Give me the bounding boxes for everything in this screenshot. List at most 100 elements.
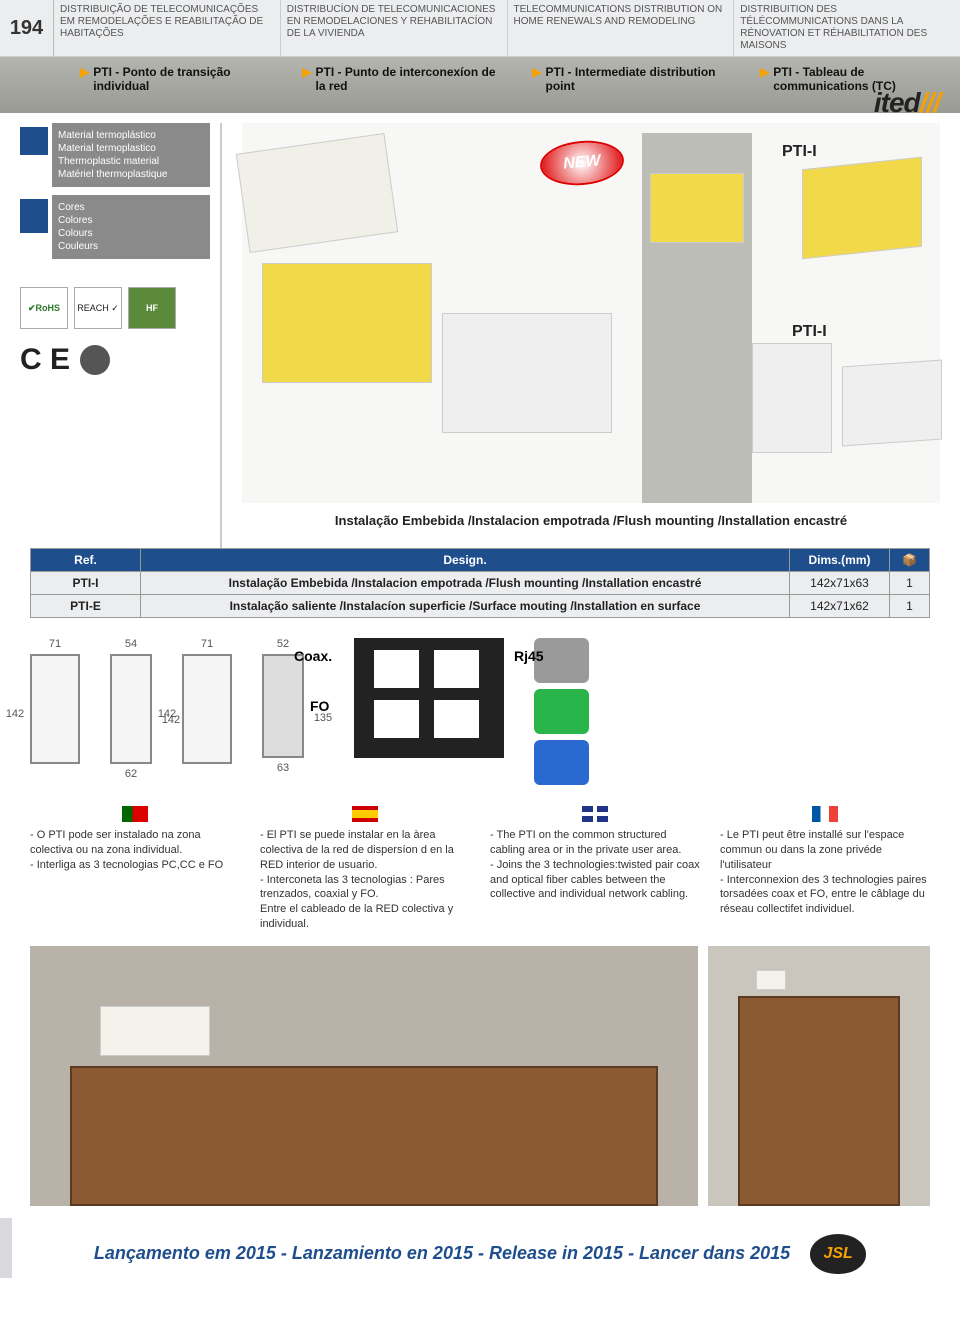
cell-qty: 1	[890, 595, 930, 618]
door	[70, 1066, 658, 1206]
material-box: Material termoplástico Material termopla…	[52, 123, 210, 187]
lang-es: - El PTI se puede instalar en la àrea co…	[260, 806, 470, 932]
lang-pt-text: - O PTI pode ser instalado na zona colec…	[30, 828, 240, 873]
arrow-icon: ▶	[532, 65, 541, 93]
sub-pt-text: PTI - Ponto de transição individual	[93, 65, 272, 93]
title-fr: DISTRIBUITION DES TÉLÉCOMMUNICATIONS DAN…	[734, 0, 960, 56]
col-line: Colores	[58, 214, 204, 227]
install-photo-2	[708, 946, 931, 1206]
bracket-slot	[434, 700, 479, 738]
cell-ref: PTI-I	[31, 572, 141, 595]
flag-fr-icon	[812, 806, 838, 822]
mat-line: Material termoplastico	[58, 142, 204, 155]
diagram-c: 71 142	[182, 638, 232, 780]
rohs-icon: ✔RoHS	[20, 287, 68, 329]
cell-ref: PTI-E	[31, 595, 141, 618]
dim-w: 52	[277, 638, 289, 650]
door	[738, 996, 901, 1206]
arrow-icon: ▶	[302, 65, 311, 93]
table-row: PTI-I Instalação Embebida /Instalacion e…	[31, 572, 930, 595]
mat-line: Thermoplastic material	[58, 155, 204, 168]
pti-i-img-2	[752, 343, 832, 453]
product-box-yellow	[262, 263, 432, 383]
product-area: NEW PTI-I PTI-I	[242, 123, 940, 503]
brand-bars-icon: ///	[920, 87, 940, 118]
title-pt: DISTRIBUIÇÃO DE TELECOMUNICAÇÕES EM REMO…	[54, 0, 281, 56]
recycle-icon	[80, 345, 110, 375]
product-box-white	[442, 313, 612, 433]
diagram-a: 71 142	[30, 638, 80, 780]
cert-row: ✔RoHS REACH ✓ HF	[20, 287, 210, 329]
sub-bar: ▶PTI - Ponto de transição individual ▶PT…	[0, 57, 960, 113]
bracket-slot	[434, 650, 479, 688]
diagram-b: 54 62 142	[110, 638, 152, 796]
th-dims: Dims.(mm)	[790, 549, 890, 572]
wall-plate-small	[756, 970, 786, 990]
pti-i-label-2: PTI-I	[792, 323, 827, 341]
top-bar: 194 DISTRIBUIÇÃO DE TELECOMUNICAÇÕES EM …	[0, 0, 960, 57]
mat-line: Material termoplástico	[58, 129, 204, 142]
col-line: Cores	[58, 201, 204, 214]
title-en: TELECOMMUNICATIONS DISTRIBUTION ON HOME …	[508, 0, 735, 56]
connector-fo	[534, 689, 589, 734]
lang-es-text: - El PTI se puede instalar en la àrea co…	[260, 828, 470, 932]
arrow-icon: ▶	[760, 65, 769, 93]
colors-box: Cores Colores Colours Couleurs	[52, 195, 210, 259]
new-badge: NEW	[540, 140, 623, 187]
color-swatch	[20, 199, 48, 233]
pti-i-img-1	[802, 157, 922, 260]
dim-w: 71	[201, 638, 213, 650]
photos-row	[0, 932, 960, 1220]
dim-w: 54	[125, 638, 137, 650]
mid-section: Material termoplástico Material termopla…	[0, 113, 960, 548]
sub-es-text: PTI - Punto de interconexíon de la red	[316, 65, 503, 93]
hf-icon: HF	[128, 287, 176, 329]
ce-row: C E	[20, 343, 210, 377]
dim-h: 142	[158, 708, 176, 720]
footer-text: Lançamento em 2015 - Lanzamiento en 2015…	[94, 1243, 790, 1264]
ce-mark: C E	[20, 343, 70, 377]
arrow-icon: ▶	[80, 65, 89, 93]
mat-line: Matériel thermoplastique	[58, 168, 204, 181]
lang-en-text: - The PTI on the common structured cabli…	[490, 828, 700, 902]
th-box: 📦	[890, 549, 930, 572]
spec-table: Ref. Design. Dims.(mm) 📦 PTI-I Instalaçã…	[30, 548, 930, 618]
bracket-diagram: Coax. Rj45 FO	[334, 638, 504, 758]
sub-es: ▶PTI - Punto de interconexíon de la red	[302, 65, 502, 93]
cell-qty: 1	[890, 572, 930, 595]
side-tab	[0, 1218, 12, 1278]
pti-i-label-1: PTI-I	[782, 143, 817, 161]
sub-pt: ▶PTI - Ponto de transição individual	[80, 65, 272, 93]
center-column: NEW PTI-I PTI-I Instalação Embebida /Ins…	[220, 123, 940, 548]
brand-text: ited	[874, 87, 920, 118]
dim-d: 62	[125, 768, 137, 780]
lang-en: - The PTI on the common structured cabli…	[490, 806, 700, 932]
dim-h: 142	[6, 708, 24, 720]
col-line: Colours	[58, 227, 204, 240]
cell-design: Instalação saliente /Instalacíon superfi…	[141, 595, 790, 618]
th-ref: Ref.	[31, 549, 141, 572]
footer: Lançamento em 2015 - Lanzamiento en 2015…	[0, 1220, 960, 1288]
rj45-label: Rj45	[514, 648, 544, 664]
language-row: - O PTI pode ser instalado na zona colec…	[0, 806, 960, 932]
flush-box	[650, 173, 744, 243]
sub-en-text: PTI - Intermediate distribution point	[546, 65, 731, 93]
lang-pt: - O PTI pode ser instalado na zona colec…	[30, 806, 240, 932]
wall-column	[642, 133, 752, 503]
cell-dims: 142x71x63	[790, 572, 890, 595]
page-number: 194	[0, 0, 54, 56]
fo-label: FO	[310, 698, 329, 714]
left-column: Material termoplástico Material termopla…	[20, 123, 210, 548]
diag-box	[262, 654, 304, 758]
flag-pt-icon	[122, 806, 148, 822]
product-frame	[236, 133, 398, 253]
coax-label: Coax.	[294, 648, 332, 664]
bracket-slot	[374, 650, 419, 688]
col-line: Couleurs	[58, 240, 204, 253]
connector-rj45	[534, 740, 589, 785]
cell-design: Instalação Embebida /Instalacion empotra…	[141, 572, 790, 595]
pti-i-img-3	[842, 360, 942, 447]
top-titles: DISTRIBUIÇÃO DE TELECOMUNICAÇÕES EM REMO…	[54, 0, 960, 56]
table-row: PTI-E Instalação saliente /Instalacíon s…	[31, 595, 930, 618]
sub-en: ▶PTI - Intermediate distribution point	[532, 65, 730, 93]
